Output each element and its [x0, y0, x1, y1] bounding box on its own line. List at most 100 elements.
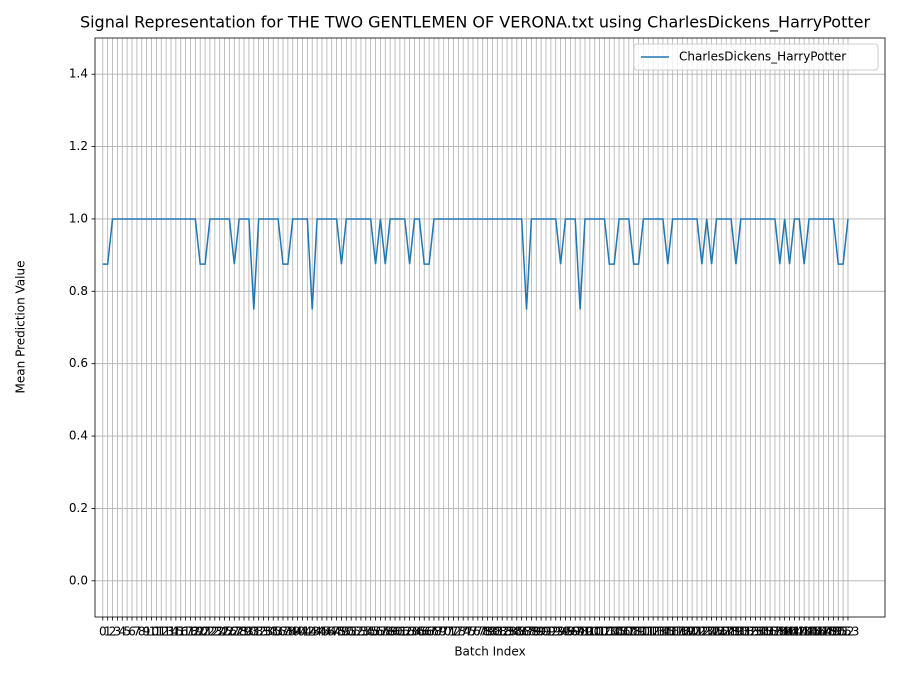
- x-tick-label: 138: [763, 625, 786, 639]
- x-tick-label: 17: [178, 625, 193, 639]
- x-tick-label: 12: [154, 625, 169, 639]
- y-axis-label: Mean Prediction Value: [14, 261, 28, 394]
- x-tick-label: 152: [832, 625, 855, 639]
- x-tick-label: 151: [827, 625, 850, 639]
- x-tick-label: 85: [509, 625, 524, 639]
- x-tick-label: 114: [647, 625, 670, 639]
- x-tick-label: 56: [368, 625, 383, 639]
- y-tick-label: 1.2: [69, 139, 88, 153]
- legend-label: CharlesDickens_HarryPotter: [679, 50, 846, 64]
- x-tick-label: 95: [558, 625, 573, 639]
- x-tick-label: 90: [533, 625, 548, 639]
- x-tick-label: 135: [749, 625, 772, 639]
- x-tick-label: 99: [577, 625, 592, 639]
- y-tick-label: 0.2: [69, 501, 88, 515]
- x-tick-label: 103: [593, 625, 616, 639]
- x-tick-label: 67: [421, 625, 436, 639]
- x-tick-label: 30: [241, 625, 256, 639]
- x-tick-label: 149: [817, 625, 840, 639]
- x-tick-label: 22: [202, 625, 217, 639]
- x-tick-label: 45: [314, 625, 329, 639]
- x-tick-label: 49: [334, 625, 349, 639]
- x-tick-label: 117: [661, 625, 684, 639]
- x-tick-label: 25: [217, 625, 232, 639]
- x-tick-label: 28: [232, 625, 247, 639]
- y-tick-label: 0.8: [69, 284, 88, 298]
- y-tick-label: 1.4: [69, 67, 88, 81]
- x-tick-label: 108: [617, 625, 640, 639]
- x-tick-label: 7: [133, 625, 141, 639]
- x-tick-label: 29: [236, 625, 251, 639]
- x-tick-label: 129: [720, 625, 743, 639]
- x-tick-label: 148: [812, 625, 835, 639]
- x-tick-label: 125: [700, 625, 723, 639]
- x-tick-label: 32: [251, 625, 266, 639]
- x-tick-label: 126: [705, 625, 728, 639]
- x-tick-label: 77: [470, 625, 485, 639]
- x-axis-label: Batch Index: [454, 645, 525, 659]
- x-tick-label: 24: [212, 625, 227, 639]
- x-tick-label: 10: [144, 625, 159, 639]
- x-tick-label: 44: [309, 625, 324, 639]
- x-tick-label: 35: [266, 625, 281, 639]
- x-tick-label: 33: [256, 625, 271, 639]
- x-tick-label: 21: [197, 625, 212, 639]
- x-tick-label: 128: [715, 625, 738, 639]
- x-tick-label: 37: [275, 625, 290, 639]
- x-tick-label: 105: [603, 625, 626, 639]
- x-tick-label: 23: [207, 625, 222, 639]
- x-tick-label: 87: [519, 625, 534, 639]
- x-tick-label: 57: [373, 625, 388, 639]
- x-tick-label: 4: [118, 625, 126, 639]
- x-tick-label: 31: [246, 625, 261, 639]
- x-tick-label: 106: [608, 625, 631, 639]
- x-tick-label: 3: [114, 625, 122, 639]
- x-tick-label: 115: [651, 625, 674, 639]
- x-tick-label: 16: [173, 625, 188, 639]
- x-tick-label: 102: [588, 625, 611, 639]
- x-tick-label: 88: [524, 625, 539, 639]
- x-tick-label: 150: [822, 625, 845, 639]
- x-tick-label: 61: [392, 625, 407, 639]
- x-tick-label: 91: [538, 625, 553, 639]
- x-tick-label: 47: [324, 625, 339, 639]
- y-tick-label: 0.6: [69, 356, 88, 370]
- x-tick-label: 120: [676, 625, 699, 639]
- x-tick-label: 51: [344, 625, 359, 639]
- x-tick-label: 72: [446, 625, 461, 639]
- y-tick-label: 0.4: [69, 429, 88, 443]
- x-tick-label: 81: [490, 625, 505, 639]
- x-tick-label: 1: [104, 625, 112, 639]
- x-tick-label: 36: [270, 625, 285, 639]
- chart-title: Signal Representation for THE TWO GENTLE…: [80, 13, 871, 33]
- x-tick-label: 53: [353, 625, 368, 639]
- x-tick-label: 121: [681, 625, 704, 639]
- x-tick-label: 80: [485, 625, 500, 639]
- x-tick-label: 79: [480, 625, 495, 639]
- x-tick-label: 89: [529, 625, 544, 639]
- x-tick-label: 54: [358, 625, 373, 639]
- x-tick-label: 40: [290, 625, 305, 639]
- x-tick-label: 50: [339, 625, 354, 639]
- x-tick-label: 5: [123, 625, 131, 639]
- x-tick-label: 82: [495, 625, 510, 639]
- x-tick-label: 134: [744, 625, 767, 639]
- x-tick-label: 43: [305, 625, 320, 639]
- x-tick-label: 92: [543, 625, 558, 639]
- x-tick-label: 98: [572, 625, 587, 639]
- x-tick-label: 42: [300, 625, 315, 639]
- x-tick-label: 97: [568, 625, 583, 639]
- x-tick-label: 39: [285, 625, 300, 639]
- x-tick-label: 146: [802, 625, 825, 639]
- x-tick-label: 65: [412, 625, 427, 639]
- x-tick-label: 26: [222, 625, 237, 639]
- x-tick-label: 96: [563, 625, 578, 639]
- x-tick-label: 59: [383, 625, 398, 639]
- x-tick-label: 142: [783, 625, 806, 639]
- x-tick-label: 68: [426, 625, 441, 639]
- x-tick-label: 137: [759, 625, 782, 639]
- x-tick-label: 111: [632, 625, 655, 639]
- x-tick-label: 147: [807, 625, 830, 639]
- x-tick-label: 20: [193, 625, 208, 639]
